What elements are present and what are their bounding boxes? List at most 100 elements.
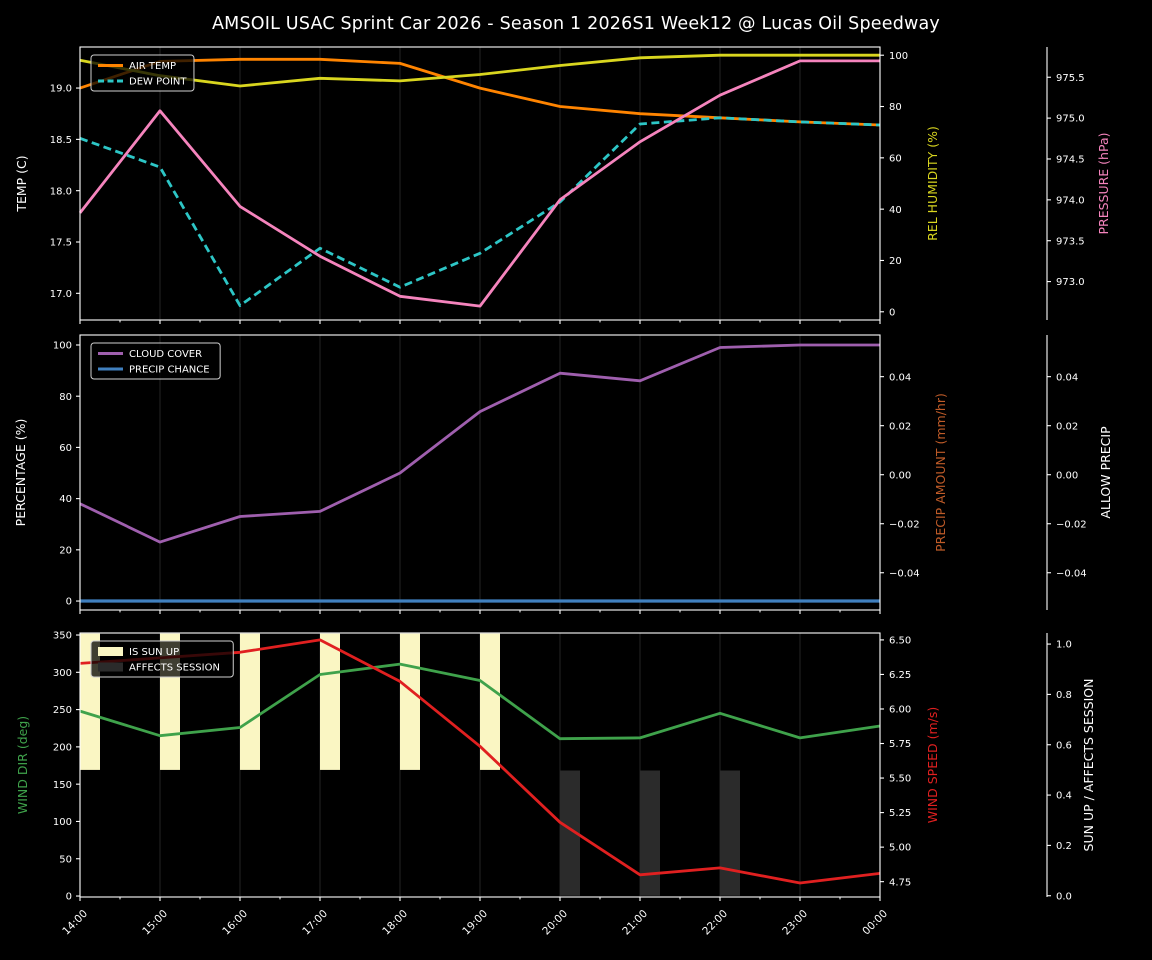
y-tick-label: 0.04	[889, 372, 911, 383]
dew-point-line	[79, 116, 881, 308]
y-tick-label: 100	[53, 817, 72, 828]
y-axis-label-sun-up-affects-session: SUN UP / AFFECTS SESSION	[1081, 679, 1096, 852]
legend: CLOUD COVER PRECIP CHANCE	[90, 342, 221, 380]
y-tick-label: 0.04	[1056, 372, 1078, 383]
x-tick-label: 00:00	[860, 908, 890, 938]
y-axis-label-pressure-hpa: PRESSURE (hPa)	[1096, 132, 1111, 234]
x-tick-label: 19:00	[460, 908, 490, 938]
y-tick-label: 5.75	[889, 739, 911, 750]
y-tick-label: 1.0	[1056, 640, 1072, 651]
is-sun-up-legend-swatch	[98, 647, 123, 656]
y-tick-label: 150	[53, 780, 72, 791]
cloud-cover-line	[79, 343, 880, 544]
y-tick-label: 80	[59, 392, 72, 403]
x-tick-label: 17:00	[300, 908, 330, 938]
legend-box	[90, 342, 221, 380]
wind-dir-line	[79, 662, 881, 741]
y-tick-label: 60	[59, 443, 72, 454]
y-tick-label: −0.02	[1056, 519, 1087, 530]
y-tick-label: 200	[53, 742, 72, 753]
y-tick-label: 0.00	[889, 470, 911, 481]
x-tick-label: 23:00	[780, 908, 810, 938]
y-tick-label: 6.50	[889, 636, 911, 647]
y-axis-label-wind-dir-deg: WIND DIR (deg)	[15, 716, 30, 814]
y-axis-label-precip-amount-mm-hr: PRECIP AMOUNT (mm/hr)	[933, 393, 948, 552]
legend-label: DEW POINT	[129, 77, 187, 88]
y-tick-label: 0	[66, 597, 72, 608]
y-tick-label: 50	[59, 854, 72, 865]
x-tick-label: 18:00	[380, 908, 410, 938]
y-tick-label: 5.50	[889, 774, 911, 785]
y-tick-label: 0.8	[1056, 690, 1072, 701]
affects-session-bar	[640, 770, 660, 896]
y-tick-label: −0.02	[889, 519, 920, 530]
x-tick-label: 21:00	[620, 908, 650, 938]
y-tick-label: 17.5	[50, 238, 72, 249]
y-tick-label: 80	[889, 102, 902, 113]
y-axis-label-rel-humidity: REL HUMIDITY (%)	[925, 126, 940, 241]
y-tick-label: 974.0	[1056, 195, 1085, 206]
y-tick-label: 40	[889, 205, 902, 216]
y-tick-label: 18.5	[50, 135, 72, 146]
y-tick-label: 18.0	[50, 186, 72, 197]
x-tick-label: 14:00	[60, 908, 90, 938]
y-tick-label: 4.75	[889, 877, 911, 888]
y-tick-label: 100	[889, 51, 908, 62]
legend-label: CLOUD COVER	[129, 349, 202, 360]
legend-label: IS SUN UP	[129, 647, 179, 658]
y-tick-label: 6.25	[889, 670, 911, 681]
pressure-line	[78, 59, 880, 308]
is-sun-up-bar	[400, 633, 420, 770]
air-temp-line	[79, 57, 881, 127]
y-tick-label: 0.4	[1056, 791, 1072, 802]
y-tick-label: 100	[53, 341, 72, 352]
x-tick-label: 22:00	[700, 908, 730, 938]
y-tick-label: 6.00	[889, 705, 911, 716]
y-axis-label-wind-speed-m-s: WIND SPEED (m/s)	[925, 707, 940, 824]
y-tick-label: 5.25	[889, 808, 911, 819]
y-tick-label: 5.00	[889, 843, 911, 854]
is-sun-up-bar	[240, 633, 260, 770]
chart-title: AMSOIL USAC Sprint Car 2026 - Season 1 2…	[211, 14, 940, 34]
y-tick-label: 60	[889, 153, 902, 164]
y-tick-label: 0	[889, 307, 895, 318]
y-tick-label: 20	[59, 545, 72, 556]
y-tick-label: 0.6	[1056, 740, 1072, 751]
y-tick-label: 0.2	[1056, 841, 1072, 852]
is-sun-up-bar	[480, 633, 500, 770]
y-tick-label: 974.5	[1056, 155, 1085, 166]
affects-session-legend-swatch	[98, 662, 123, 672]
y-axis-label-temp-c: TEMP (C)	[14, 155, 29, 212]
y-tick-label: 973.5	[1056, 236, 1085, 247]
y-tick-label: 17.0	[50, 289, 72, 300]
y-tick-label: 350	[53, 631, 72, 642]
y-tick-label: 300	[53, 668, 72, 679]
legend-label: PRECIP CHANCE	[129, 365, 210, 376]
x-tick-label: 16:00	[220, 908, 250, 938]
y-tick-label: 0.0	[1056, 891, 1072, 902]
legend-label: AIR TEMP	[129, 61, 176, 72]
y-axis-label-percentage: PERCENTAGE (%)	[13, 419, 28, 527]
x-tick-label: 20:00	[540, 908, 570, 938]
legend: AIR TEMP DEW POINT	[90, 54, 195, 92]
y-tick-label: −0.04	[889, 568, 920, 579]
is-sun-up-bar	[320, 633, 340, 770]
x-tick-label: 15:00	[140, 908, 170, 938]
y-tick-label: 20	[889, 256, 902, 267]
y-tick-label: 975.0	[1056, 114, 1085, 125]
y-tick-label: 250	[53, 705, 72, 716]
legend-label: AFFECTS SESSION	[129, 663, 220, 674]
legend-box	[90, 640, 234, 678]
y-axis-label-allow-precip: ALLOW PRECIP	[1098, 426, 1113, 519]
y-tick-label: 0.02	[1056, 421, 1078, 432]
y-tick-label: 0.00	[1056, 470, 1078, 481]
y-tick-label: 19.0	[50, 84, 72, 95]
rel-humidity-line	[79, 53, 880, 88]
affects-session-bar	[720, 770, 740, 896]
affects-session-bar	[560, 770, 580, 896]
y-tick-label: 975.5	[1056, 73, 1085, 84]
y-tick-label: 0.02	[889, 421, 911, 432]
y-tick-label: 0	[66, 892, 72, 903]
